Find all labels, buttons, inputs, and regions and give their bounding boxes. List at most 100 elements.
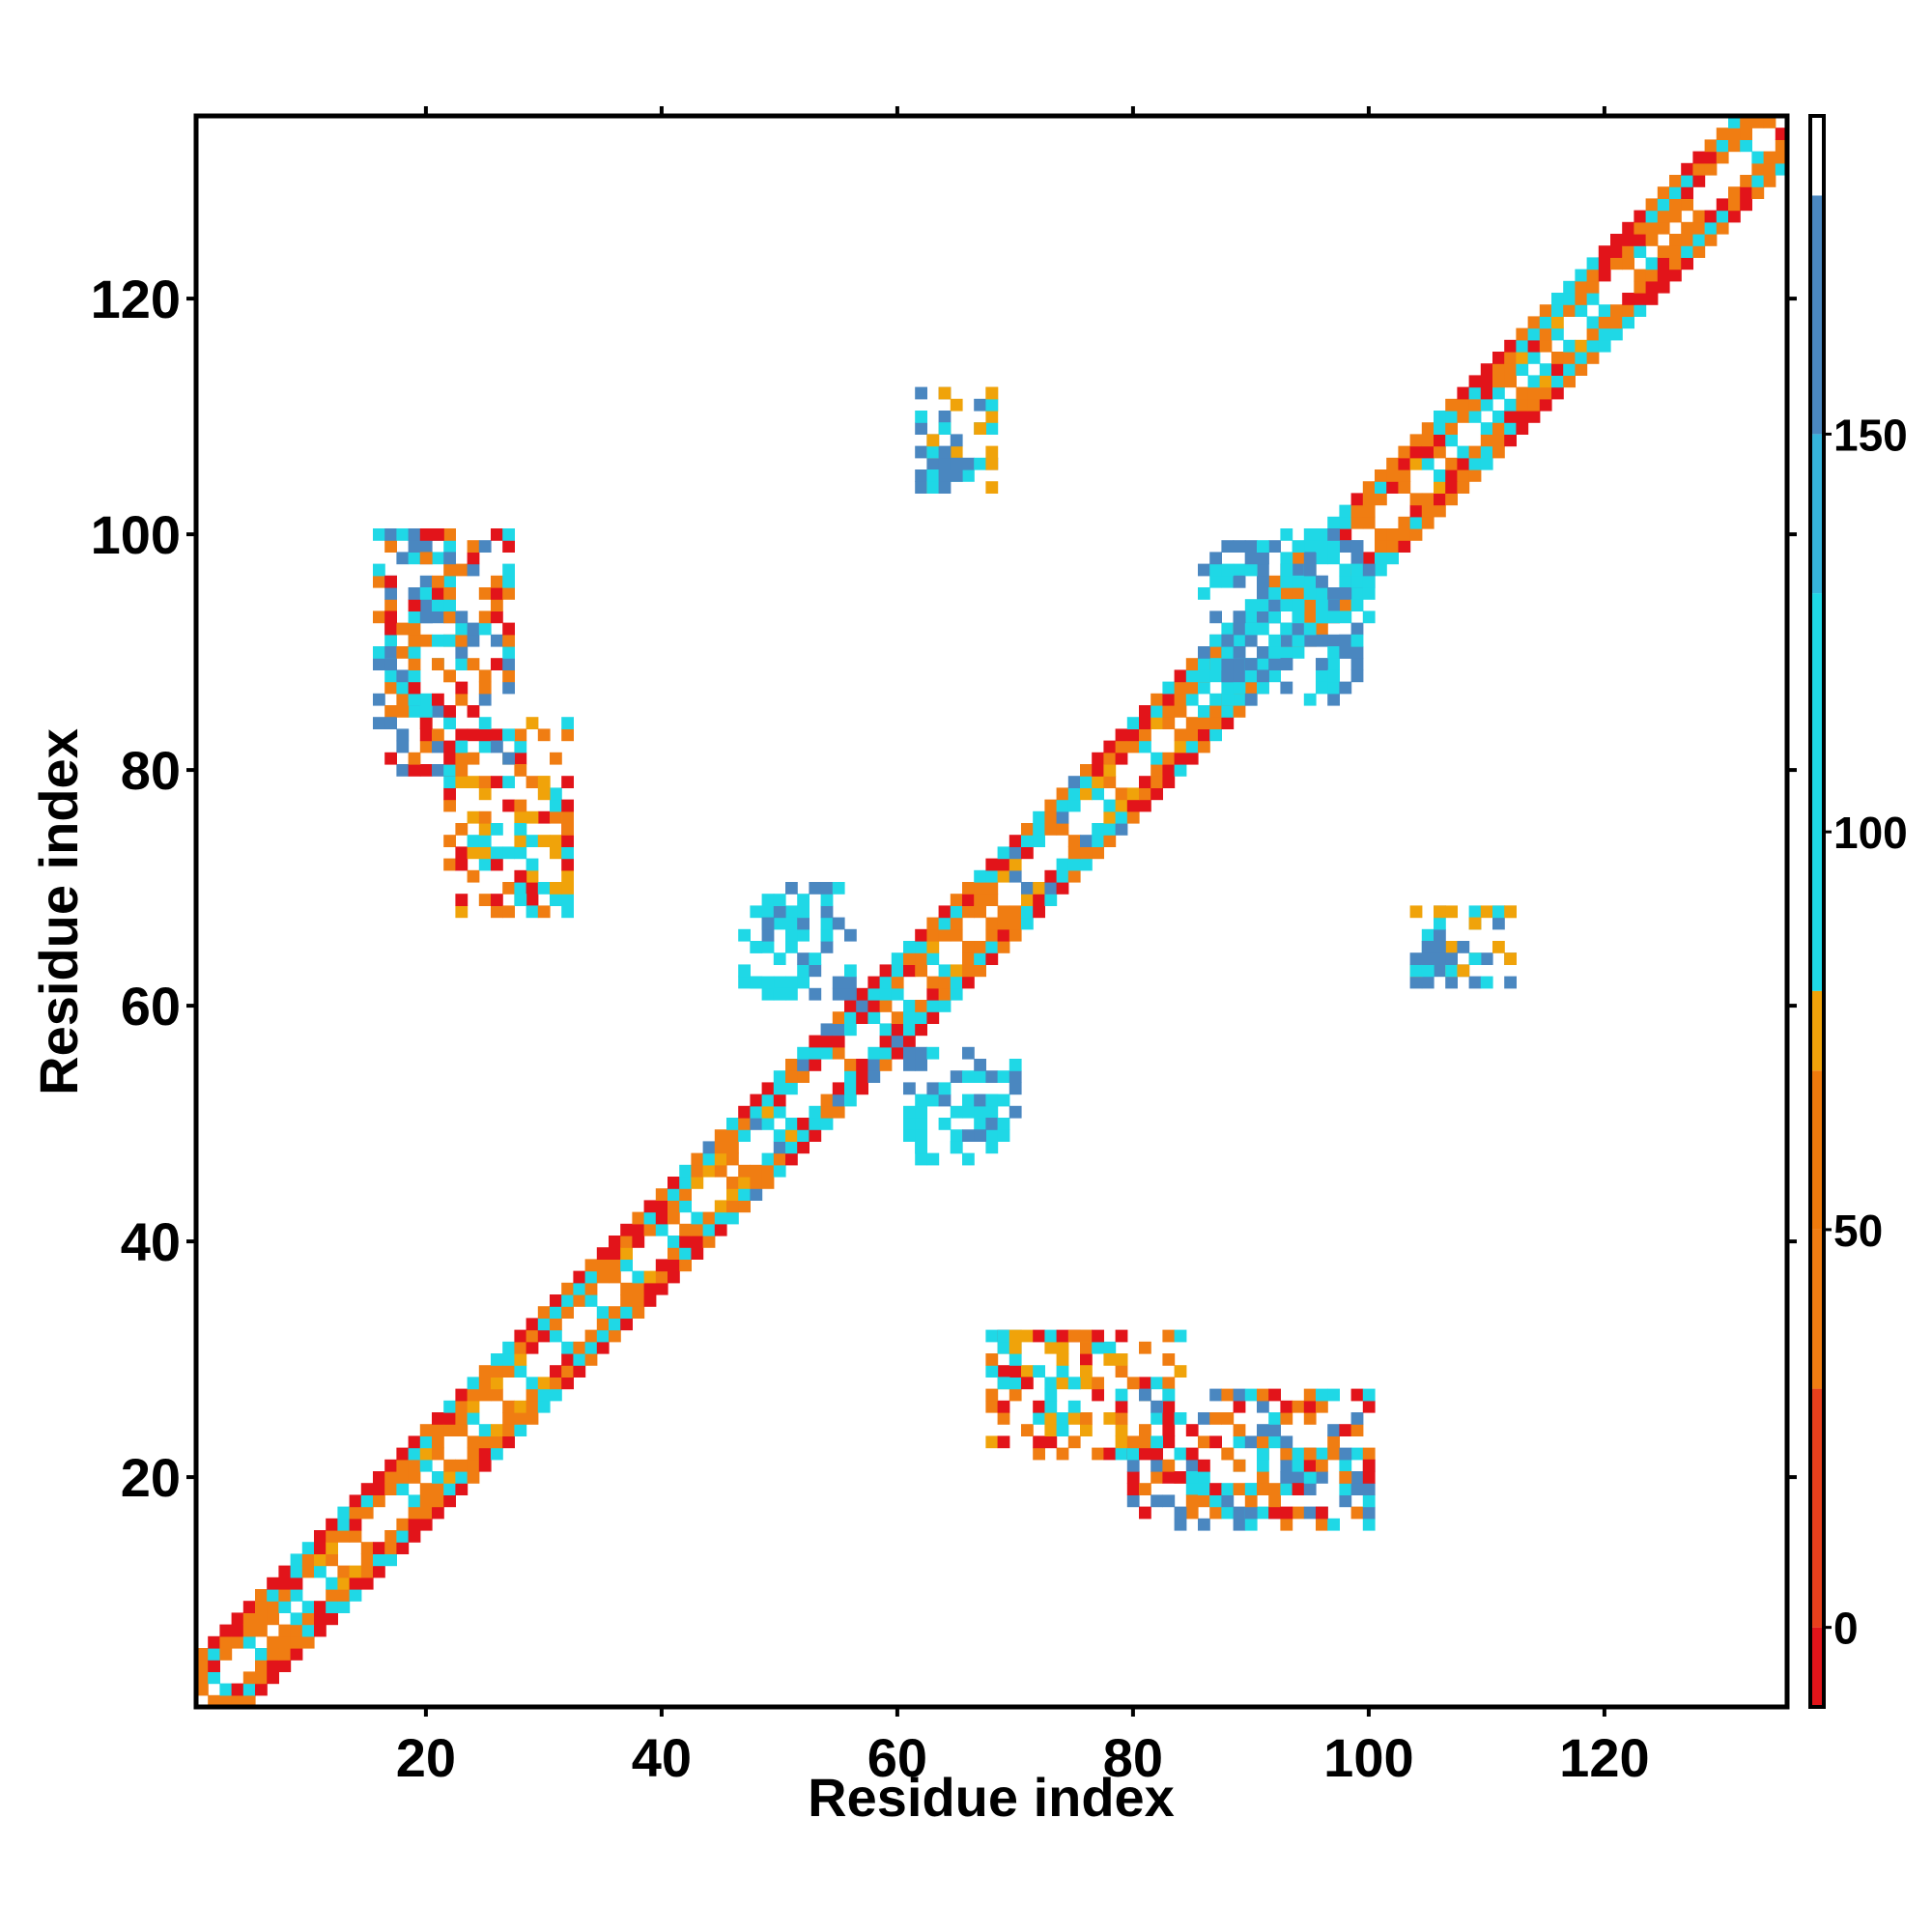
heatmap-cell: [1468, 905, 1482, 919]
heatmap-cell: [396, 740, 410, 753]
heatmap-cell: [408, 764, 421, 777]
heatmap-cell: [1398, 528, 1411, 541]
heatmap-cell: [1551, 293, 1564, 305]
heatmap-cell: [950, 1105, 963, 1119]
heatmap-cell: [844, 1000, 857, 1012]
heatmap-cell: [950, 928, 963, 942]
heatmap-cell: [1151, 776, 1163, 788]
heatmap-cell: [1504, 952, 1517, 965]
heatmap-cell: [655, 1282, 668, 1295]
heatmap-cell: [985, 1105, 999, 1119]
heatmap-cell: [950, 1070, 963, 1083]
heatmap-cell: [750, 1105, 763, 1119]
heatmap-cell: [1067, 1400, 1081, 1413]
heatmap-cell: [1126, 1483, 1140, 1495]
heatmap-cell: [1221, 540, 1235, 553]
heatmap-cell: [596, 1306, 610, 1319]
heatmap-cell: [1339, 587, 1352, 600]
heatmap-cell: [1362, 516, 1376, 529]
heatmap-cell: [1327, 693, 1340, 706]
heatmap-cell: [1174, 764, 1187, 777]
heatmap-cell: [478, 787, 492, 801]
heatmap-cell: [938, 1118, 952, 1130]
heatmap-cell: [384, 717, 397, 729]
heatmap-cell: [1185, 693, 1199, 706]
heatmap-cell: [1056, 787, 1069, 801]
heatmap-cell: [915, 1059, 927, 1071]
heatmap-cell: [1257, 540, 1269, 553]
heatmap-cell: [1033, 894, 1045, 906]
heatmap-cell: [1080, 858, 1093, 871]
heatmap-cell: [561, 835, 574, 847]
heatmap-cell: [337, 1530, 351, 1543]
heatmap-cell: [832, 882, 845, 895]
heatmap-cell: [1292, 622, 1305, 636]
heatmap-cell: [1316, 622, 1328, 636]
heatmap-cell: [1185, 1494, 1199, 1508]
heatmap-cell: [1386, 528, 1399, 541]
heatmap-cell: [1316, 552, 1328, 565]
heatmap-cell: [337, 1601, 351, 1613]
heatmap-cell: [1280, 1518, 1293, 1531]
heatmap-cell: [478, 810, 492, 824]
heatmap-cell: [1350, 575, 1364, 588]
heatmap-cell: [550, 1365, 562, 1378]
heatmap-cell: [455, 728, 469, 742]
heatmap-cell: [997, 1118, 1010, 1130]
heatmap-cell: [561, 846, 574, 860]
heatmap-cell: [950, 987, 963, 1001]
heatmap-cell: [938, 964, 952, 978]
heatmap-cell: [832, 917, 845, 930]
x-tick-label: 20: [396, 1727, 456, 1788]
heatmap-cell: [432, 740, 444, 753]
heatmap-cell: [1268, 540, 1281, 553]
heatmap-cell: [384, 1553, 397, 1567]
heatmap-cell: [1126, 740, 1140, 753]
heatmap-cell: [455, 1459, 469, 1472]
heatmap-cell: [1634, 221, 1647, 235]
heatmap-cell: [561, 1294, 574, 1307]
heatmap-cell: [1056, 869, 1069, 883]
heatmap-cell: [938, 481, 952, 494]
heatmap-cell: [1468, 445, 1482, 459]
heatmap-cell: [1409, 504, 1423, 518]
heatmap-cell: [1350, 634, 1364, 647]
heatmap-cell: [1375, 552, 1387, 565]
heatmap-cell: [856, 987, 868, 1001]
heatmap-cell: [985, 445, 999, 459]
heatmap-cell: [1126, 717, 1140, 729]
heatmap-cell: [1292, 1447, 1305, 1461]
heatmap-cell: [242, 1635, 256, 1649]
heatmap-cell: [1056, 1353, 1069, 1366]
heatmap-cell: [1044, 1435, 1058, 1449]
heatmap-cell: [550, 1377, 562, 1390]
heatmap-cell: [691, 1223, 704, 1236]
heatmap-cell: [1434, 445, 1446, 459]
heatmap-cell: [915, 1105, 927, 1119]
heatmap-cell: [926, 1094, 940, 1107]
heatmap-cell: [726, 1141, 739, 1154]
heatmap-cell: [1009, 858, 1022, 871]
heatmap-cell: [360, 1542, 374, 1554]
x-axis-ticks: 20 40 60 80 100 120: [396, 106, 1650, 1788]
heatmap-cell: [632, 1236, 645, 1248]
heatmap-cell: [1174, 1518, 1187, 1531]
x-tick-label: 100: [1323, 1727, 1413, 1788]
heatmap-cell: [1115, 1353, 1128, 1366]
heatmap-cell: [349, 1589, 362, 1602]
heatmap-cell: [443, 835, 456, 847]
heatmap-cell: [1092, 1447, 1104, 1461]
heatmap-cell: [773, 917, 786, 930]
heatmap-cell: [1409, 445, 1423, 459]
heatmap-cell: [903, 1105, 916, 1119]
heatmap-cell: [1692, 162, 1706, 176]
heatmap-cell: [1610, 316, 1623, 329]
heatmap-cell: [773, 976, 786, 989]
heatmap-cell: [455, 622, 469, 636]
heatmap-cell: [1575, 363, 1588, 376]
heatmap-cell: [761, 894, 775, 906]
heatmap-cell: [1126, 1377, 1140, 1390]
heatmap-cell: [1221, 681, 1235, 695]
heatmap-cell: [1539, 363, 1552, 376]
heatmap-cell: [219, 1683, 233, 1696]
